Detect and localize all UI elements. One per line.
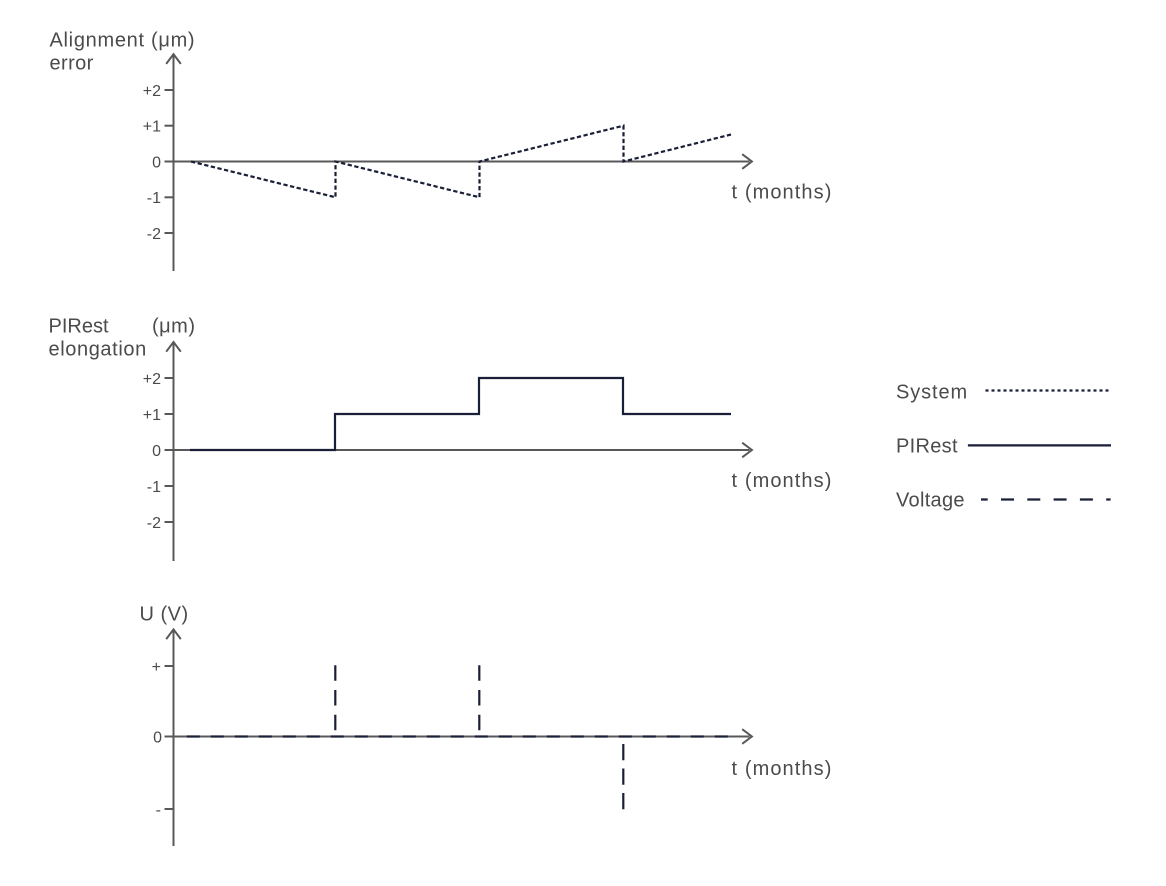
- svg-text:-: -: [156, 802, 161, 819]
- svg-text:+1: +1: [143, 407, 161, 424]
- svg-text:elongation: elongation: [49, 338, 147, 360]
- svg-text:t (months): t (months): [732, 758, 833, 780]
- svg-text:+: +: [152, 659, 161, 676]
- svg-text:+2: +2: [143, 371, 161, 388]
- svg-text:System: System: [896, 382, 968, 404]
- svg-text:U (V): U (V): [140, 604, 189, 626]
- svg-text:t (months): t (months): [732, 470, 833, 492]
- svg-text:+2: +2: [143, 83, 161, 100]
- svg-text:+1: +1: [143, 119, 161, 136]
- svg-text:-2: -2: [147, 515, 161, 532]
- svg-text:0: 0: [152, 154, 161, 171]
- svg-text:(μm): (μm): [152, 316, 196, 338]
- svg-text:PIRest: PIRest: [896, 436, 958, 458]
- svg-text:Voltage: Voltage: [896, 489, 965, 511]
- svg-text:-2: -2: [147, 226, 161, 243]
- svg-text:-1: -1: [147, 479, 161, 496]
- svg-text:-1: -1: [147, 190, 161, 207]
- svg-text:Alignment (μm): Alignment (μm): [50, 30, 196, 52]
- svg-text:t (months): t (months): [732, 182, 833, 204]
- svg-text:error: error: [50, 52, 94, 74]
- svg-text:0: 0: [153, 729, 162, 746]
- svg-text:0: 0: [152, 443, 161, 460]
- svg-text:PIRest: PIRest: [49, 316, 109, 338]
